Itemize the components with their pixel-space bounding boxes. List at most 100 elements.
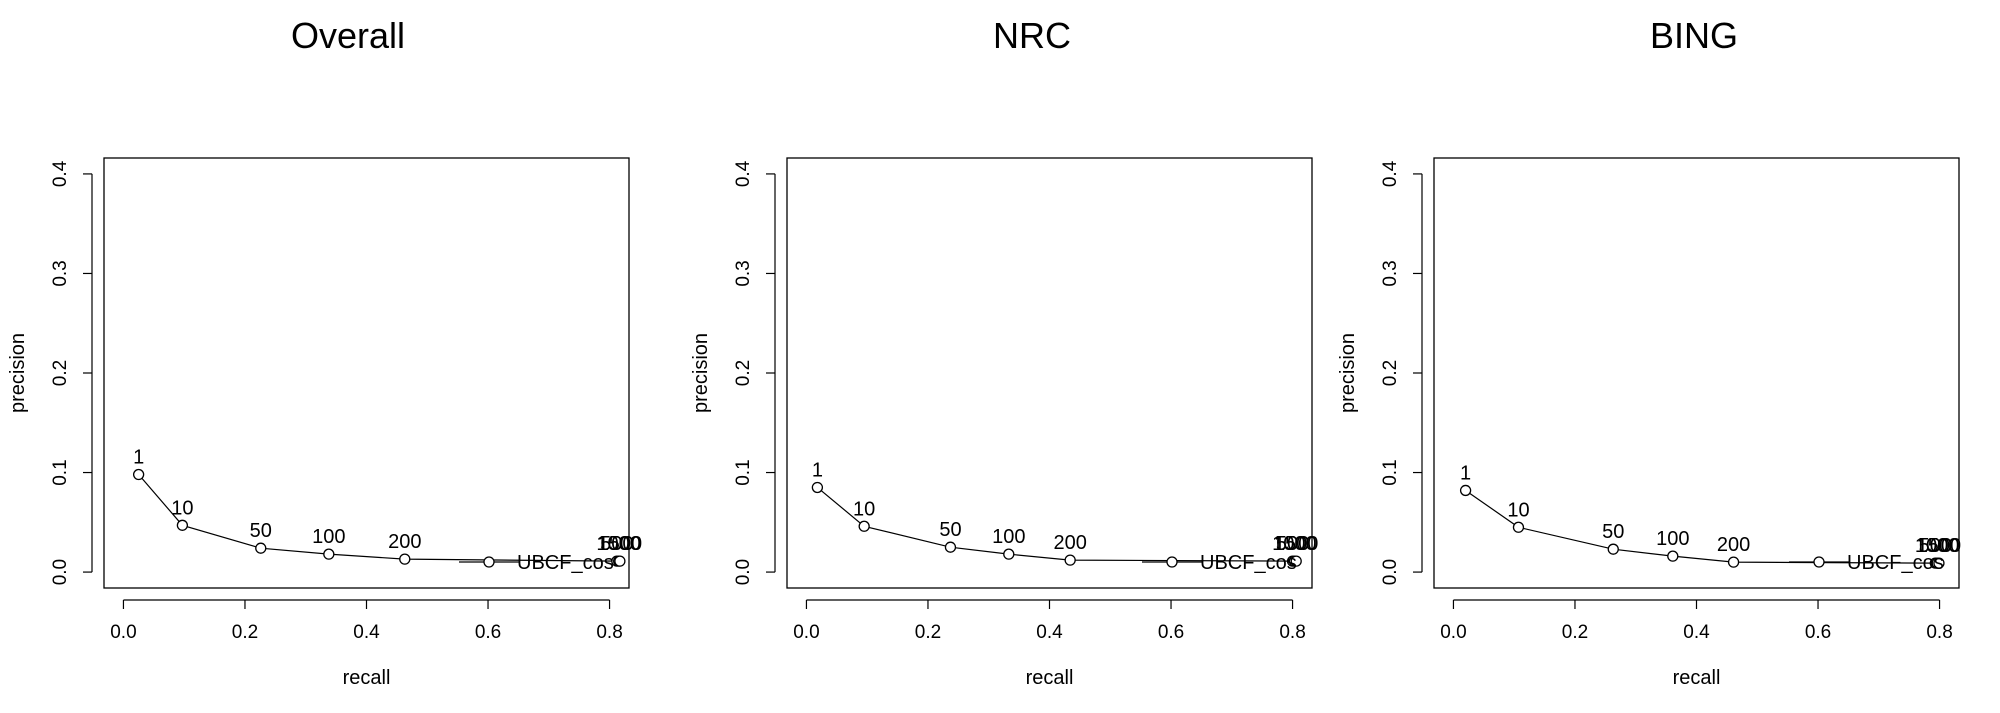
data-point	[811, 481, 824, 494]
legend-label: UBCF_cos	[1847, 552, 1944, 574]
x-axis-label: recall	[1673, 667, 1721, 689]
y-tick-label: 0.2	[1380, 360, 1401, 386]
legend-label: UBCF_cos	[1200, 552, 1297, 574]
y-axis: 0.0 0.1 0.2 0.3 0.4	[1380, 160, 1423, 585]
data-point	[614, 555, 626, 567]
chart-title: Overall	[291, 15, 405, 56]
data-point-label: 500	[600, 533, 633, 555]
y-tick-label: 0.3	[733, 260, 754, 286]
x-tick-label: 0.6	[475, 622, 501, 643]
chart-panel-overall: Overall 0.0 0.2 0.4 0.6 0.8 recall 0.0 0.1 0.2 0.3…	[7, 15, 642, 689]
data-point-label: 1500	[598, 533, 643, 555]
x-tick-label: 0.6	[1805, 622, 1831, 643]
data-point-label: 10	[853, 498, 875, 520]
data-point	[1512, 521, 1525, 533]
legend-label: UBCF_cos	[517, 552, 614, 574]
data-point	[1667, 550, 1679, 562]
plot-frame	[1433, 157, 1960, 589]
y-tick-label: 0.1	[50, 459, 71, 485]
series-line	[138, 474, 620, 562]
x-tick-label: 0.8	[1279, 622, 1305, 643]
x-axis: 0.0 0.2 0.4 0.6 0.8	[1440, 599, 1953, 643]
y-tick-label: 0.2	[733, 360, 754, 386]
data-point-label: 1000	[1272, 533, 1317, 555]
y-axis-label: precision	[1337, 333, 1359, 413]
legend-marker	[1166, 556, 1178, 568]
data-point-label: 1	[812, 459, 823, 481]
data-point-label: 200	[1053, 532, 1086, 554]
x-tick-label: 0.8	[1926, 622, 1952, 643]
data-point-label: 10	[1507, 499, 1529, 521]
data-point	[1459, 484, 1472, 497]
chart-panel-bing: BING 0.0 0.2 0.4 0.6 0.8 recall 0.0 0.1 0.2 0.3 0.4…	[1337, 15, 1961, 689]
x-tick-label: 0.4	[353, 622, 380, 643]
chart-title: NRC	[993, 15, 1071, 56]
y-tick-label: 0.4	[733, 160, 754, 187]
data-point-label: 1000	[1915, 535, 1960, 557]
x-axis: 0.0 0.2 0.4 0.6 0.8	[793, 599, 1306, 643]
data-point-label: 200	[1717, 534, 1750, 556]
y-tick-label: 0.1	[1380, 459, 1401, 485]
legend-marker	[483, 556, 495, 568]
data-point	[1727, 556, 1740, 568]
data-point-label: 50	[1602, 521, 1624, 543]
data-point	[1290, 555, 1302, 567]
plot-frame	[786, 157, 1313, 589]
legend: UBCF_cos	[1789, 552, 1944, 574]
y-tick-label: 0.2	[50, 360, 71, 386]
data-point-label: 1	[1460, 462, 1471, 484]
data-point-label: 1500	[1917, 535, 1962, 557]
legend-marker	[1813, 556, 1825, 568]
data-point	[255, 542, 267, 554]
x-tick-label: 0.8	[596, 622, 622, 643]
x-tick-label: 0.0	[1440, 622, 1466, 643]
data-point-label: 1000	[596, 533, 641, 555]
plot-frame	[103, 157, 630, 589]
data-point	[1003, 548, 1015, 560]
data-point-label: 100	[1656, 528, 1689, 550]
y-tick-label: 0.0	[50, 559, 71, 585]
y-tick-label: 0.4	[50, 160, 71, 187]
y-axis: 0.0 0.1 0.2 0.3 0.4	[733, 160, 776, 585]
data-point-label: 10	[171, 497, 193, 519]
data-point	[399, 553, 411, 565]
legend: UBCF_cos	[459, 552, 614, 574]
data-point	[176, 519, 189, 531]
x-tick-label: 0.4	[1683, 622, 1710, 643]
x-axis-label: recall	[343, 667, 391, 689]
y-tick-label: 0.3	[50, 260, 71, 286]
x-tick-label: 0.0	[110, 622, 136, 643]
data-point	[1064, 554, 1076, 566]
data-point-label: 100	[992, 526, 1025, 548]
data-point	[323, 548, 335, 560]
legend: UBCF_cos	[1142, 552, 1297, 574]
x-tick-label: 0.2	[1562, 622, 1588, 643]
x-tick-label: 0.2	[232, 622, 258, 643]
data-point-label: 500	[1919, 535, 1952, 557]
data-point	[858, 520, 870, 532]
data-point	[132, 468, 145, 481]
data-point-label: 100	[312, 526, 345, 548]
data-point	[1607, 543, 1619, 555]
chart-panel-nrc: NRC 0.0 0.2 0.4 0.6 0.8 recall 0.0 0.1 0.2 0.3 0.4 p…	[690, 15, 1318, 689]
data-point-label: 50	[939, 519, 961, 541]
data-point-label: 1500	[1274, 533, 1319, 555]
data-point	[1933, 557, 1945, 569]
y-axis-label: precision	[7, 333, 29, 413]
x-axis-label: recall	[1026, 667, 1074, 689]
y-tick-label: 0.3	[1380, 260, 1401, 286]
data-point-label: 1	[133, 447, 144, 469]
x-tick-label: 0.6	[1158, 622, 1184, 643]
x-tick-label: 0.0	[793, 622, 819, 643]
x-axis: 0.0 0.2 0.4 0.6 0.8	[110, 599, 623, 643]
x-tick-label: 0.4	[1036, 622, 1063, 643]
y-tick-label: 0.4	[1380, 160, 1401, 187]
data-point-label: 500	[1276, 533, 1309, 555]
chart-title: BING	[1650, 15, 1738, 56]
data-point	[944, 541, 957, 553]
y-tick-label: 0.0	[1380, 559, 1401, 585]
y-axis: 0.0 0.1 0.2 0.3 0.4	[50, 160, 93, 585]
